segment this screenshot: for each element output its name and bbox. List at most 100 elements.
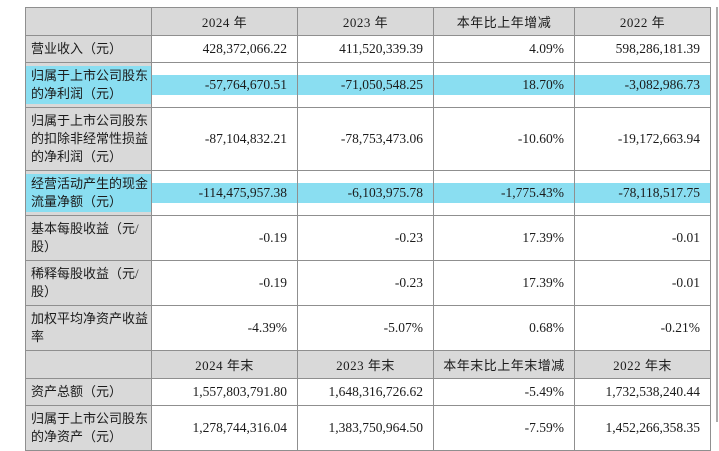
cell-value: -4.39% bbox=[247, 320, 287, 335]
table-row: 经营活动产生的现金流量净额（元） -114,475,957.38 -6,103,97… bbox=[25, 170, 711, 216]
cell-value: 598,286,181.39 bbox=[615, 41, 700, 56]
value-cell: -6,103,975.78 bbox=[297, 170, 434, 216]
cell-value: -87,104,832.21 bbox=[204, 131, 287, 146]
column-header: 本年末比上年末增减 bbox=[433, 350, 575, 379]
value-cell: -78,118,517.75 bbox=[574, 170, 711, 216]
column-header: 本年比上年增减 bbox=[433, 7, 575, 36]
row-label: 资产总额（元） bbox=[25, 378, 152, 406]
column-header: 2024 年 bbox=[151, 7, 298, 36]
value-cell: -71,050,548.25 bbox=[297, 62, 434, 108]
row-label: 基本每股收益（元/股） bbox=[25, 215, 152, 261]
value-cell: 4.09% bbox=[433, 35, 575, 63]
cell-value: 4.09% bbox=[529, 41, 564, 56]
cell-value: 411,520,339.39 bbox=[339, 41, 423, 56]
column-header: 2024 年末 bbox=[151, 350, 298, 379]
cell-value: -5.07% bbox=[383, 320, 423, 335]
cell-value: -114,475,957.38 bbox=[152, 183, 297, 203]
value-cell: 1,278,744,316.04 bbox=[151, 405, 298, 451]
value-cell: -3,082,986.73 bbox=[574, 62, 711, 108]
cell-value: -7.59% bbox=[524, 420, 564, 435]
value-cell: -114,475,957.38 bbox=[151, 170, 298, 216]
table-row: 稀释每股收益（元/股） -0.19 -0.23 17.39% -0.01 bbox=[25, 260, 711, 306]
value-cell: -0.23 bbox=[297, 260, 434, 306]
table-row: 归属于上市公司股东的扣除非经常性损益的净利润（元） -87,104,832.21 -… bbox=[25, 107, 711, 171]
cell-value: -57,764,670.51 bbox=[152, 75, 297, 95]
cell-value: -71,050,548.25 bbox=[298, 75, 433, 95]
screen-edge-line bbox=[716, 7, 718, 422]
row-label: 归属于上市公司股东的净资产（元） bbox=[25, 405, 152, 451]
cell-value: -78,753,473.06 bbox=[340, 131, 423, 146]
value-cell: 1,648,316,726.62 bbox=[297, 378, 434, 406]
column-header: 2023 年 bbox=[297, 7, 434, 36]
table-header-row: 2024 年 2023 年本年比上年增减 2022 年 bbox=[25, 7, 711, 36]
corner-cell bbox=[25, 350, 152, 379]
row-label-text: 基本每股收益（元/股） bbox=[31, 221, 139, 254]
cell-value: 1,648,316,726.62 bbox=[328, 384, 424, 399]
value-cell: -87,104,832.21 bbox=[151, 107, 298, 171]
column-header: 2022 年 bbox=[574, 7, 711, 36]
row-label: 营业收入（元） bbox=[25, 35, 152, 63]
cell-value: -0.23 bbox=[394, 275, 423, 290]
row-label-text: 归属于上市公司股东的净利润（元） bbox=[26, 66, 151, 104]
cell-value: -10.60% bbox=[517, 131, 564, 146]
table-row: 资产总额（元） 1,557,803,791.80 1,648,316,726.62 -… bbox=[25, 378, 711, 406]
row-label-text: 归属于上市公司股东的扣除非经常性损益的净利润（元） bbox=[31, 113, 149, 164]
financial-summary-table: 2024 年 2023 年本年比上年增减 2022 年营业收入（元） 428,372,… bbox=[25, 7, 711, 451]
cell-value: 1,383,750,964.50 bbox=[328, 420, 424, 435]
table-header-row: 2024 年末 2023 年末 本年末比上年末增减 2022 年末 bbox=[25, 350, 711, 379]
row-label-text: 稀释每股收益（元/股） bbox=[31, 266, 139, 299]
row-label-text: 加权平均净资产收益率 bbox=[31, 311, 149, 344]
value-cell: 411,520,339.39 bbox=[297, 35, 434, 63]
cell-value: -0.01 bbox=[671, 275, 700, 290]
cell-value: -19,172,663.94 bbox=[617, 131, 700, 146]
row-label-text: 经营活动产生的现金流量净额（元） bbox=[26, 174, 151, 212]
table-row: 归属于上市公司股东的净资产（元） 1,278,744,316.04 1,383,75… bbox=[25, 405, 711, 451]
value-cell: -5.49% bbox=[433, 378, 575, 406]
cell-value: 428,372,066.22 bbox=[202, 41, 287, 56]
value-cell: 18.70% bbox=[433, 62, 575, 108]
cell-value: 1,452,266,358.35 bbox=[605, 420, 701, 435]
value-cell: -10.60% bbox=[433, 107, 575, 171]
cell-value: -0.19 bbox=[258, 275, 287, 290]
value-cell: 1,557,803,791.80 bbox=[151, 378, 298, 406]
row-label-text: 资产总额（元） bbox=[31, 384, 123, 399]
value-cell: -19,172,663.94 bbox=[574, 107, 711, 171]
cell-value: -0.01 bbox=[671, 230, 700, 245]
cell-value: 1,557,803,791.80 bbox=[192, 384, 288, 399]
value-cell: -0.19 bbox=[151, 260, 298, 306]
row-label: 加权平均净资产收益率 bbox=[25, 305, 152, 351]
value-cell: 1,732,538,240.44 bbox=[574, 378, 711, 406]
value-cell: 0.68% bbox=[433, 305, 575, 351]
cell-value: 0.68% bbox=[529, 320, 564, 335]
table-row: 营业收入（元） 428,372,066.22 411,520,339.39 4.09%… bbox=[25, 35, 711, 63]
value-cell: 428,372,066.22 bbox=[151, 35, 298, 63]
value-cell: 598,286,181.39 bbox=[574, 35, 711, 63]
row-label: 归属于上市公司股东的扣除非经常性损益的净利润（元） bbox=[25, 107, 152, 171]
row-label: 归属于上市公司股东的净利润（元） bbox=[25, 62, 152, 108]
value-cell: 17.39% bbox=[433, 215, 575, 261]
table-row: 基本每股收益（元/股） -0.19 -0.23 17.39% -0.01 bbox=[25, 215, 711, 261]
row-label-text: 营业收入（元） bbox=[31, 41, 123, 56]
cell-value: -6,103,975.78 bbox=[298, 183, 433, 203]
cell-value: -0.21% bbox=[660, 320, 700, 335]
value-cell: -0.23 bbox=[297, 215, 434, 261]
value-cell: 17.39% bbox=[433, 260, 575, 306]
cell-value: 17.39% bbox=[522, 275, 564, 290]
page: 2024 年 2023 年本年比上年增减 2022 年营业收入（元） 428,372,… bbox=[0, 7, 719, 451]
cell-value: 1,278,744,316.04 bbox=[192, 420, 288, 435]
cell-value: -0.23 bbox=[394, 230, 423, 245]
corner-cell bbox=[25, 7, 152, 36]
value-cell: -5.07% bbox=[297, 305, 434, 351]
cell-value: -5.49% bbox=[524, 384, 564, 399]
row-label: 经营活动产生的现金流量净额（元） bbox=[25, 170, 152, 216]
value-cell: -4.39% bbox=[151, 305, 298, 351]
value-cell: 1,383,750,964.50 bbox=[297, 405, 434, 451]
table-row: 加权平均净资产收益率 -4.39% -5.07% 0.68% -0.21% bbox=[25, 305, 711, 351]
column-header: 2023 年末 bbox=[297, 350, 434, 379]
cell-value: -3,082,986.73 bbox=[575, 75, 710, 95]
table-row: 归属于上市公司股东的净利润（元） -57,764,670.51 -71,050,54… bbox=[25, 62, 711, 108]
cell-value: 18.70% bbox=[434, 75, 574, 95]
value-cell: -0.21% bbox=[574, 305, 711, 351]
cell-value: -78,118,517.75 bbox=[575, 183, 710, 203]
value-cell: -0.01 bbox=[574, 215, 711, 261]
